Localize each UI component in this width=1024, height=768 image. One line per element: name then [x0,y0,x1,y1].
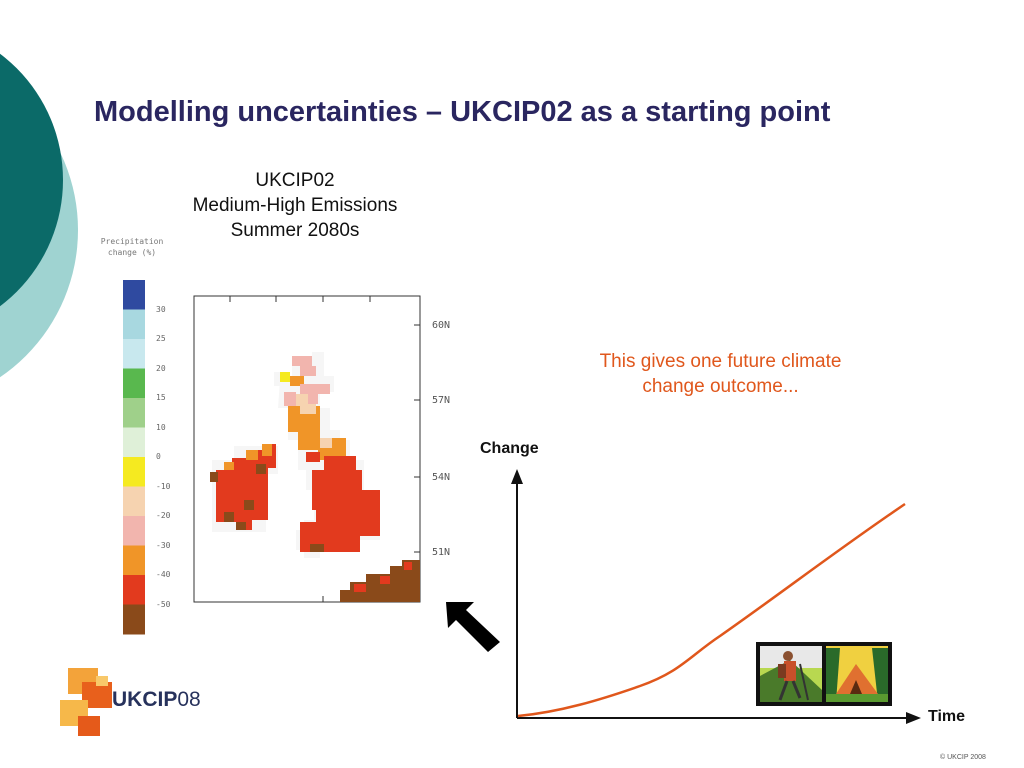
scale-label: 20 [156,363,166,373]
latitude-label-51n: 51N [432,547,451,558]
britain-region [274,352,380,558]
copyright: © UKCIP 2008 [940,754,986,761]
legend-title-line-1: Precipitation [100,237,164,246]
pointer-arrow [446,602,500,652]
scale-swatch [123,545,145,576]
scale-swatch [123,604,145,635]
map-title-line-2: Medium-High Emissions [192,195,398,216]
logo-bold: UKCIP [112,688,178,711]
outcome-note-line-1: This gives one future climate [599,351,842,372]
scale-label: -30 [156,540,171,550]
scale-swatch [123,368,145,399]
x-axis-arrow [906,712,921,724]
y-axis-label: Change [480,440,539,457]
scale-label: -20 [156,511,171,520]
scale-swatch [123,486,145,517]
scale-label: -50 [156,599,171,609]
outcome-note: This gives one future climate change out… [548,349,893,399]
decorative-circles [0,53,78,378]
scale-label: 30 [156,304,166,314]
scale-swatch [123,309,145,340]
france-region [340,560,420,602]
map-title-line-1: UKCIP02 [255,170,335,191]
latitude-label-54n: 54N [432,472,451,483]
climate-change-curve [517,502,906,718]
outcome-note-line-2: change outcome... [642,376,799,397]
scale-label: 10 [156,422,166,432]
scale-swatch [123,339,145,369]
scale-label: 25 [156,334,166,343]
scale-swatch [123,280,145,310]
slide-title: Modelling uncertainties – UKCIP02 as a s… [94,96,831,128]
scale-swatch [123,398,145,428]
latitude-label-57n: 57N [432,395,451,406]
hiker-tent-icon [756,642,892,706]
y-axis-arrow [511,469,523,484]
scale-label: 15 [156,393,166,402]
scale-swatch [123,457,145,487]
scale-swatch [123,427,145,458]
scale-label: 0 [156,452,161,461]
map-title-line-3: Summer 2080s [230,220,360,241]
scale-label: -40 [156,570,171,579]
scale-label: -10 [156,481,171,491]
ukcip08-logo-text: UKCIP08 [112,688,201,712]
legend-title: Precipitation change (%) [84,236,180,258]
logo-light: 08 [177,688,201,711]
x-axis-label: Time [928,708,966,725]
latitude-label-60n: 60N [432,320,451,331]
legend-title-line-2: change (%) [107,248,157,257]
ireland-region [210,444,278,532]
scale-swatch [123,575,145,605]
scale-swatch [123,516,145,546]
